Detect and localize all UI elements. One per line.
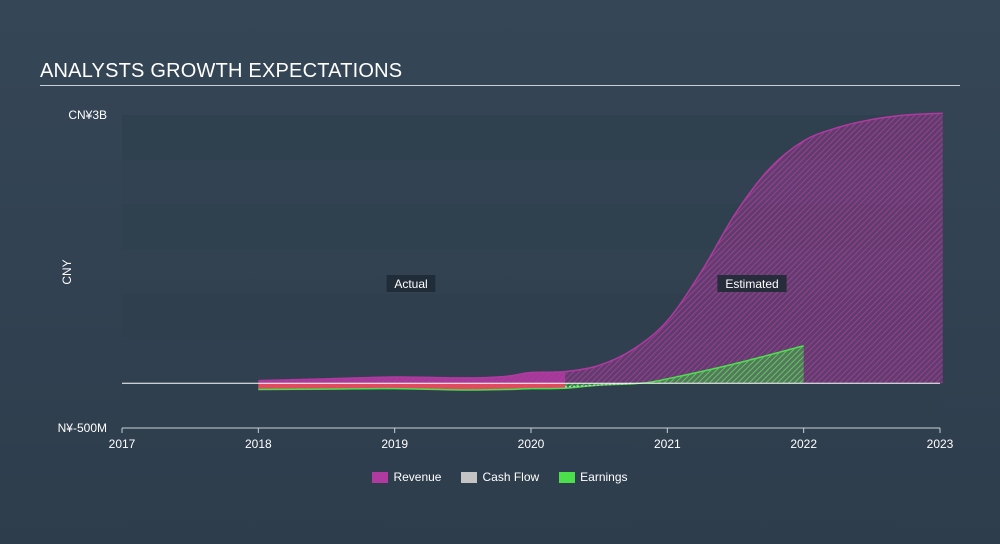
earnings-line xyxy=(258,345,804,391)
revenue-area xyxy=(258,113,943,384)
actual-label-bg xyxy=(386,275,436,292)
chart-legend: Revenue Cash Flow Earnings xyxy=(0,470,1000,484)
x-tick-label: 2020 xyxy=(518,437,545,451)
legend-item-earnings[interactable]: Earnings xyxy=(559,470,628,484)
cashflow-line xyxy=(565,382,634,388)
grid-band xyxy=(122,383,940,428)
legend-label-cashflow: Cash Flow xyxy=(482,470,540,484)
legend-item-cashflow[interactable]: Cash Flow xyxy=(461,470,539,484)
legend-swatch-cashflow xyxy=(461,471,478,483)
x-tick-label: 2021 xyxy=(654,437,681,451)
legend-swatch-revenue xyxy=(372,471,389,483)
estimated-label-bg xyxy=(717,275,787,292)
legend-swatch-earnings xyxy=(559,471,576,483)
title-divider xyxy=(40,85,960,86)
actual-label: Actual xyxy=(394,277,427,291)
revenue-line xyxy=(258,112,943,382)
estimated-label: Estimated xyxy=(725,277,778,291)
legend-item-revenue[interactable]: Revenue xyxy=(372,470,441,484)
x-tick-label: 2017 xyxy=(109,437,136,451)
x-tick-label: 2023 xyxy=(927,437,954,451)
y-axis-label: CNY xyxy=(60,259,74,284)
x-tick-label: 2019 xyxy=(381,437,408,451)
x-tick-label: 2018 xyxy=(245,437,272,451)
chart-title: ANALYSTS GROWTH EXPECTATIONS xyxy=(40,60,403,82)
y-tick-label-top: CN¥3B xyxy=(68,108,107,122)
legend-label-revenue: Revenue xyxy=(393,470,442,484)
legend-label-earnings: Earnings xyxy=(580,470,628,484)
y-tick-label-bottom: N¥-500M xyxy=(58,421,107,435)
x-tick-label: 2022 xyxy=(790,437,817,451)
